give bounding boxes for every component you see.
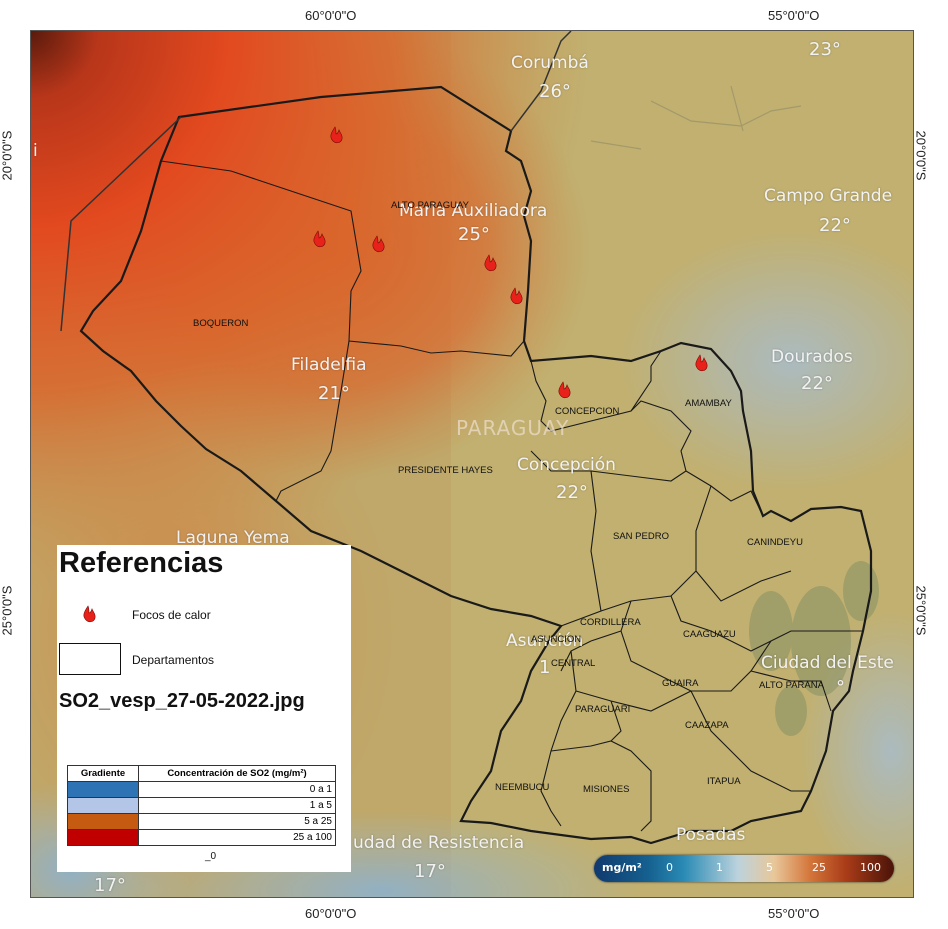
department-label: SAN PEDRO xyxy=(613,531,669,542)
legend-panel: Referencias Focos de calor Departamentos… xyxy=(57,545,351,872)
legend-department-swatch xyxy=(59,643,121,675)
brazil-border xyxy=(510,31,572,132)
department-label: ASUNCION xyxy=(531,634,582,645)
legend-title: Referencias xyxy=(59,547,224,579)
gradient-swatch xyxy=(67,797,139,814)
gradient-table: Gradiente Concentración de SO2 (mg/m²) 0… xyxy=(67,765,336,846)
legend-department-label: Departamentos xyxy=(132,653,215,667)
colorbar: mg/m² 0 1 5 25 100 xyxy=(594,855,894,882)
department-label: MISIONES xyxy=(583,784,630,795)
department-label: GUAIRA xyxy=(662,678,699,689)
fire-icon xyxy=(83,605,96,623)
latitude-label: 20°0'0"S xyxy=(0,130,15,181)
department-label: CENTRAL xyxy=(551,658,596,669)
colorbar-tick: 100 xyxy=(860,861,881,874)
range-cell: 5 a 25 xyxy=(138,813,336,830)
city-label: Dourados xyxy=(771,347,853,367)
gradient-swatch xyxy=(67,829,139,846)
table-row: 0 a 1 xyxy=(67,781,336,798)
colorbar-unit: mg/m² xyxy=(602,861,642,874)
temperature-label: 21° xyxy=(318,383,350,404)
hot-zone-nw xyxy=(31,31,591,591)
temperature-label: 26° xyxy=(539,81,571,102)
longitude-label: 60°0'0"O xyxy=(305,906,357,921)
range-cell: 25 a 100 xyxy=(138,829,336,846)
department-label: ALTO PARAGUAY xyxy=(391,200,469,211)
road-lines xyxy=(590,85,802,150)
fire-icon xyxy=(484,254,497,272)
city-label: Concepción xyxy=(517,455,616,475)
department-label: CORDILLERA xyxy=(580,617,641,628)
table-row: 25 a 100 xyxy=(67,829,336,846)
temperature-label: 1 xyxy=(539,657,551,678)
table-row: 5 a 25 xyxy=(67,813,336,830)
city-label: Ciudad del Este xyxy=(761,653,894,673)
temperature-label: ° xyxy=(836,677,845,698)
blue-zone-east xyxy=(621,231,913,491)
department-label: ALTO PARANA xyxy=(759,680,824,691)
city-label: Campo Grande xyxy=(764,186,893,206)
longitude-label: 55°0'0"O xyxy=(768,8,820,23)
legend-fire-label: Focos de calor xyxy=(132,608,211,622)
colorbar-tick: 0 xyxy=(666,861,673,874)
city-label: Maria Auxiliadora xyxy=(399,201,548,221)
department-label: CONCEPCION xyxy=(555,406,620,417)
city-label: Posadas xyxy=(676,825,746,845)
range-cell: 0 a 1 xyxy=(138,781,336,798)
fire-icon xyxy=(330,126,343,144)
temperature-label: 17° xyxy=(414,861,446,882)
temperature-label: 25° xyxy=(458,224,490,245)
fire-icon xyxy=(695,354,708,372)
latitude-label: 25°0'0"S xyxy=(913,585,929,636)
city-label: Corumbá xyxy=(511,53,589,73)
temperature-label: 22° xyxy=(819,215,851,236)
temperature-label: 17° xyxy=(94,875,126,896)
fire-icon xyxy=(510,287,523,305)
stray-fragment: _0 xyxy=(205,851,217,862)
department-label: CAAZAPA xyxy=(685,720,729,731)
temperature-label: 23° xyxy=(809,39,841,60)
blue-zone-se xyxy=(801,611,913,891)
department-label: CAAGUAZU xyxy=(683,629,736,640)
city-label: i xyxy=(33,141,38,161)
table-header: Gradiente xyxy=(67,765,139,782)
city-label: Asunción xyxy=(506,631,584,651)
fire-points xyxy=(313,126,708,399)
department-label: NEEMBUCU xyxy=(495,782,550,793)
city-label: udad de Resistencia xyxy=(353,833,525,853)
temperature-label: 22° xyxy=(556,482,588,503)
temperature-label: 22° xyxy=(801,373,833,394)
colorbar-tick: 1 xyxy=(716,861,723,874)
department-label: PRESIDENTE HAYES xyxy=(398,465,493,476)
city-label: Laguna Yema xyxy=(176,528,290,548)
department-lines xyxy=(160,160,863,832)
table-row: 1 a 5 xyxy=(67,797,336,814)
gradient-swatch xyxy=(67,781,139,798)
department-label: CANINDEYU xyxy=(747,537,803,548)
gradient-swatch xyxy=(67,813,139,830)
longitude-label: 55°0'0"O xyxy=(768,906,820,921)
longitude-label: 60°0'0"O xyxy=(305,8,357,23)
department-label: ITAPUA xyxy=(707,776,741,787)
colorbar-tick: 25 xyxy=(812,861,826,874)
legend-filename: SO2_vesp_27-05-2022.jpg xyxy=(59,690,305,712)
latitude-label: 20°0'0"S xyxy=(913,130,929,181)
fire-icon xyxy=(558,381,571,399)
fire-icon xyxy=(372,235,385,253)
range-cell: 1 a 5 xyxy=(138,797,336,814)
country-border xyxy=(79,85,873,845)
department-label: BOQUERON xyxy=(193,318,249,329)
department-label: AMAMBAY xyxy=(685,398,732,409)
department-label: PARAGUARI xyxy=(575,704,631,715)
fire-icon xyxy=(313,230,326,248)
latitude-label: 25°0'0"S xyxy=(0,585,15,636)
table-header: Concentración de SO2 (mg/m²) xyxy=(138,765,336,782)
colorbar-tick: 5 xyxy=(766,861,773,874)
north-border xyxy=(60,116,182,332)
city-label: Filadelfia xyxy=(291,355,367,375)
country-label: PARAGUAY xyxy=(456,416,570,440)
